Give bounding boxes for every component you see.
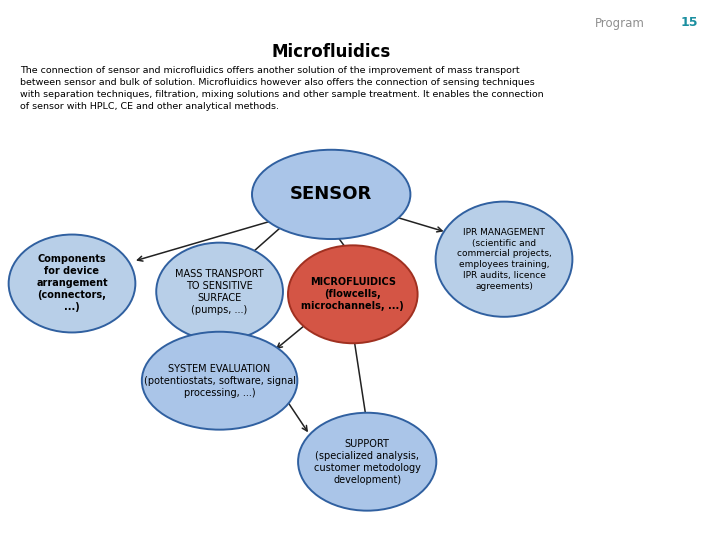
Ellipse shape bbox=[288, 245, 418, 343]
Ellipse shape bbox=[252, 150, 410, 239]
Text: The connection of sensor and microfluidics offers another solution of the improv: The connection of sensor and microfluidi… bbox=[20, 66, 544, 111]
Text: SYSTEM EVALUATION
(potentiostats, software, signal
processing, ...): SYSTEM EVALUATION (potentiostats, softwa… bbox=[143, 364, 296, 397]
Ellipse shape bbox=[156, 242, 283, 341]
Text: MICROFLUIDICS
(flowcells,
microchannels, ...): MICROFLUIDICS (flowcells, microchannels,… bbox=[302, 278, 404, 311]
Text: Program: Program bbox=[595, 17, 644, 30]
Text: SUPPORT
(specialized analysis,
customer metodology
development): SUPPORT (specialized analysis, customer … bbox=[314, 438, 420, 485]
Text: SENSOR: SENSOR bbox=[290, 185, 372, 204]
Text: Components
for device
arrangement
(connectors,
...): Components for device arrangement (conne… bbox=[36, 254, 108, 313]
Ellipse shape bbox=[9, 234, 135, 333]
Ellipse shape bbox=[436, 201, 572, 317]
Text: IPR MANAGEMENT
(scientific and
commercial projects,
employees training,
IPR audi: IPR MANAGEMENT (scientific and commercia… bbox=[456, 228, 552, 291]
Text: MASS TRANSPORT
TO SENSITIVE
SURFACE
(pumps, ...): MASS TRANSPORT TO SENSITIVE SURFACE (pum… bbox=[175, 268, 264, 315]
Text: Microfluidics: Microfluidics bbox=[271, 43, 391, 61]
Text: 15: 15 bbox=[681, 16, 698, 29]
Ellipse shape bbox=[298, 413, 436, 511]
Ellipse shape bbox=[142, 332, 297, 430]
